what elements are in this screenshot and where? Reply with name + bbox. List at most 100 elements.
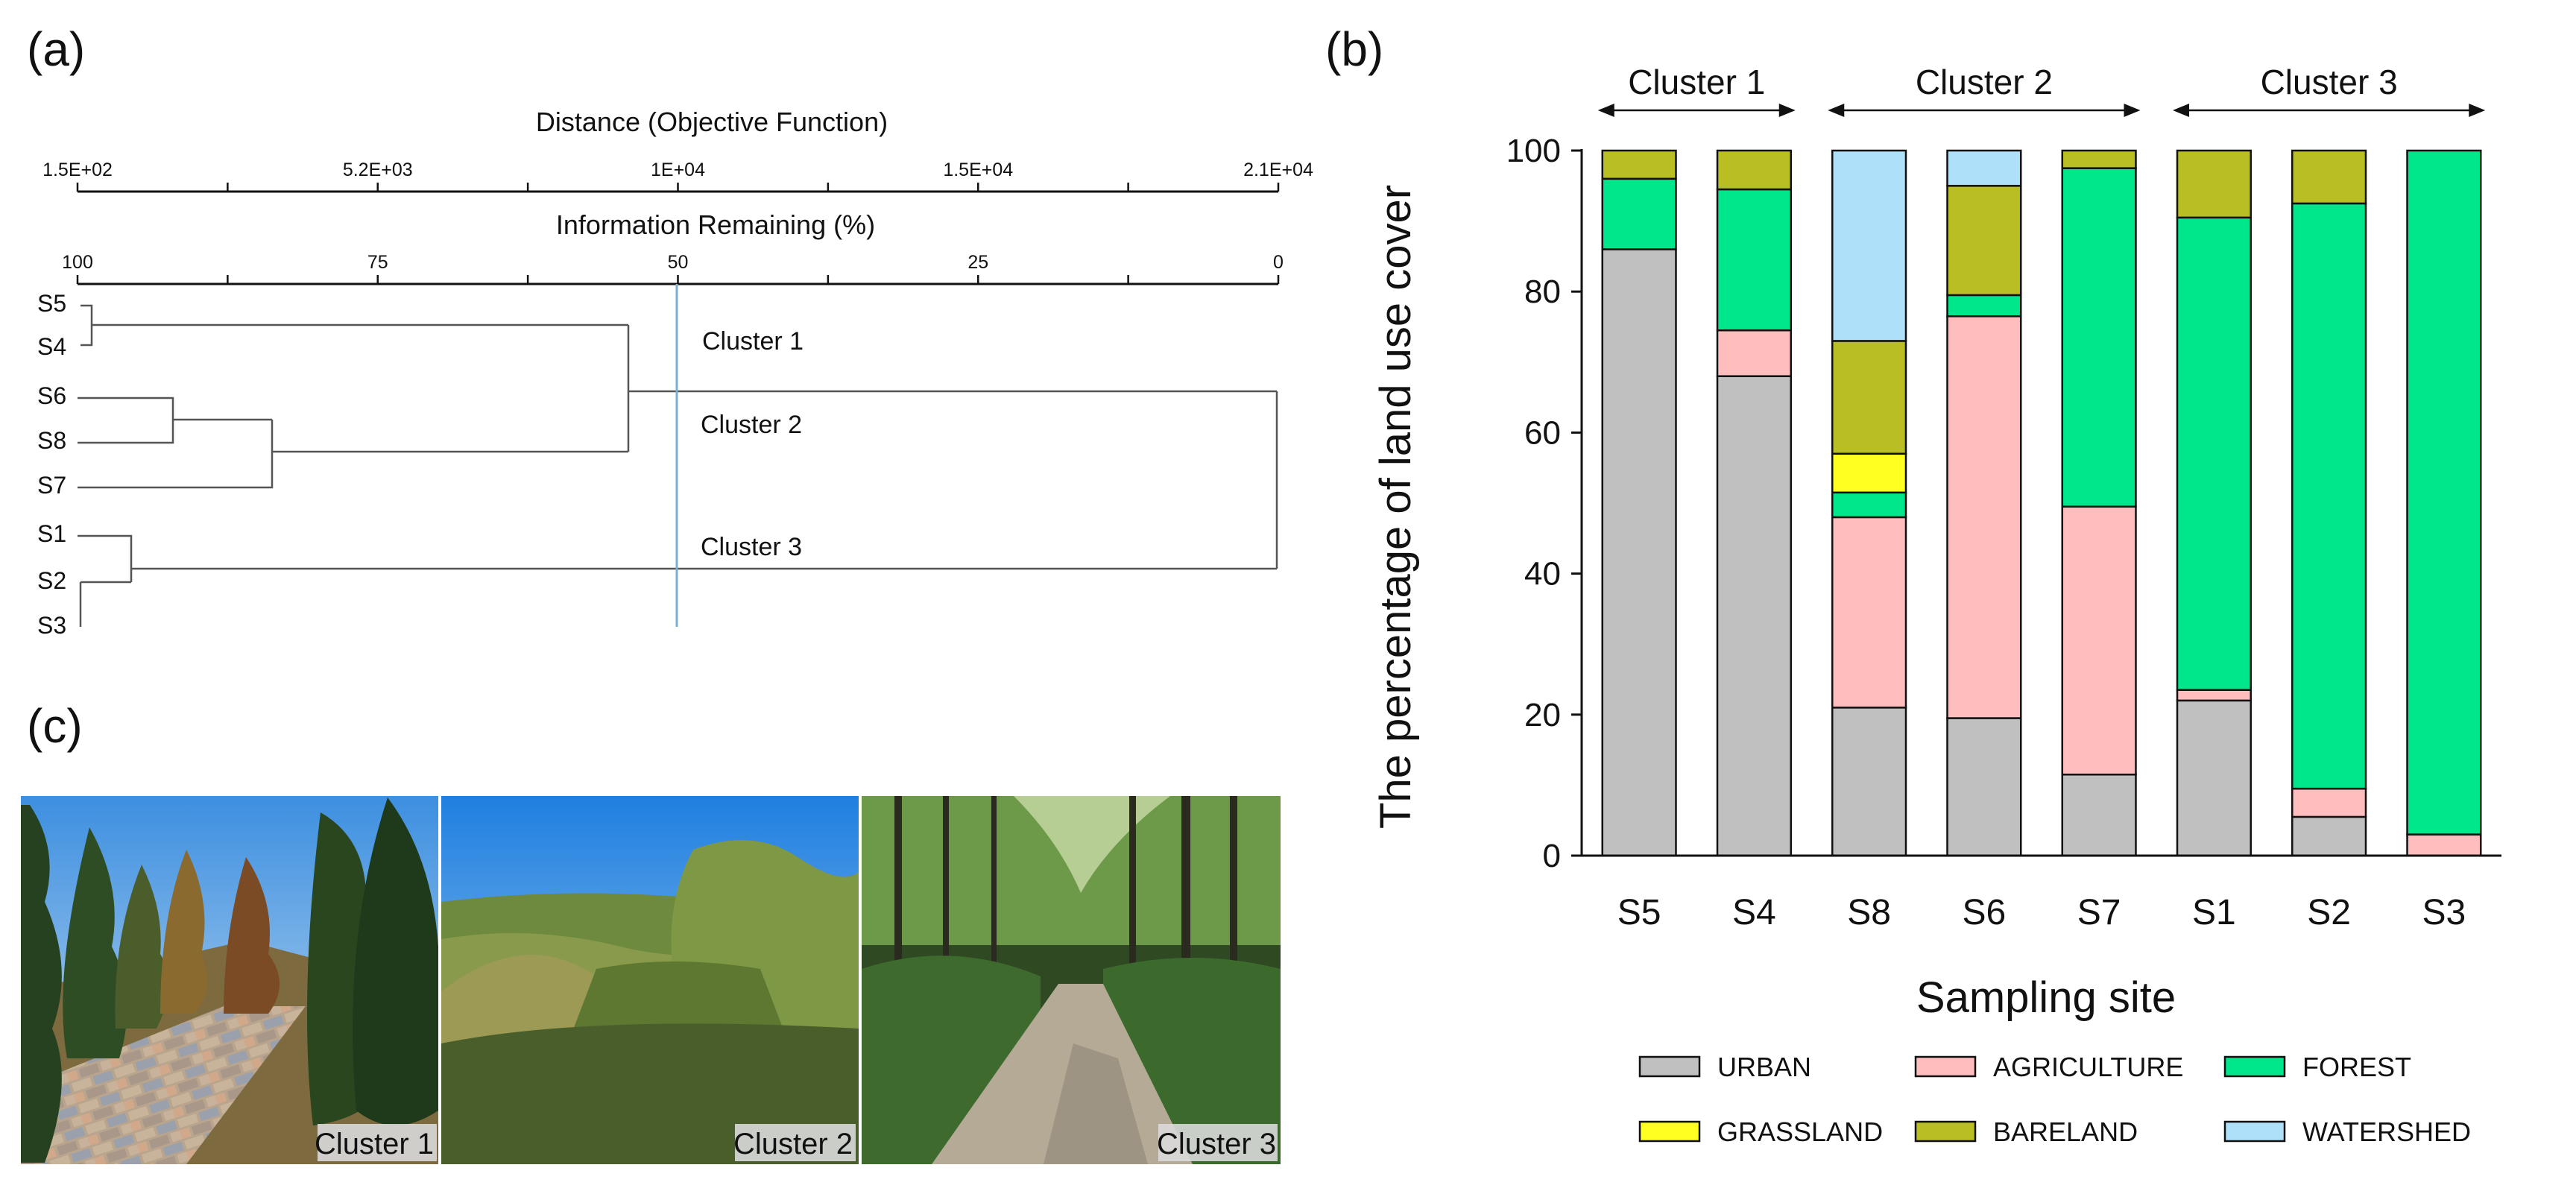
information-tick-label: 50 [668,252,689,273]
information-tick-label: 25 [967,252,988,273]
panel-label-c: (c) [27,699,83,753]
bar-s4-forest [1716,188,1792,332]
photo-cluster-2: Cluster 2 [441,796,859,1164]
bar-s5-forest [1601,177,1677,250]
bar-s1-agriculture [2176,689,2252,702]
legend-item-watershed: WATERSHED [2223,1117,2471,1147]
dendrogram-leaf-labels: S5 S4 S6 S8 S7 S1 S2 S3 [37,290,66,639]
cluster-group-arrows: Cluster 1 Cluster 2 Cluster 3 [1597,63,2486,117]
bar-stack-s5 [1601,149,1677,857]
bar-s7-agriculture [2061,505,2137,776]
y-tick-label: 100 [1506,133,1561,169]
leaf-label-s2: S2 [37,567,66,594]
panel-label-b: (b) [1325,22,1383,76]
x-tick-label-s2: S2 [2307,893,2351,932]
leaf-label-s4: S4 [37,333,66,360]
leaf-label-s3: S3 [37,612,66,639]
dendrogram-tree [78,304,1278,627]
panel-label-a: (a) [27,22,85,76]
photo-cluster-3-caption: Cluster 3 [1157,1128,1276,1160]
distance-tick-label: 1E+04 [651,160,705,180]
cluster-arrow-3: Cluster 3 [2173,63,2486,117]
dendrogram-cluster-3-label: Cluster 3 [701,533,802,561]
bar-s7-bareland [2061,149,2137,169]
y-tick-label: 20 [1524,697,1561,733]
y-tick-label: 60 [1524,414,1561,451]
legend-label: URBAN [1717,1052,1811,1082]
cluster-arrow-2: Cluster 2 [1828,63,2141,117]
legend: URBAN AGRICULTURE FOREST GRASSLAND BARELAND W… [1638,1052,2471,1147]
distance-tick-label: 1.5E+04 [943,160,1013,180]
bar-s2-bareland [2291,149,2367,205]
x-tick-label-s8: S8 [1847,893,1891,932]
legend-label: FOREST [2302,1052,2411,1082]
bar-s8-urban [1831,707,1907,857]
x-axis-label: Sampling site [1916,973,2176,1022]
bar-s7-forest [2061,167,2137,508]
bar-s4-urban [1716,375,1792,857]
legend-swatch [1914,1055,1977,1078]
information-tick-label: 0 [1273,252,1284,273]
leaf-label-s1: S1 [37,520,66,547]
bar-stack-s8 [1831,149,1907,857]
dendrogram-information-axis: 100 75 50 25 0 [62,252,1284,285]
x-tick-label-s3: S3 [2422,893,2466,932]
y-tick-label: 80 [1524,274,1561,310]
bar-s8-watershed [1831,149,1907,342]
x-tick-label-s5: S5 [1617,893,1661,932]
photo-cluster-3: Cluster 3 [862,796,1281,1164]
bar-s6-agriculture [1946,315,2022,719]
bar-s3-forest [2406,149,2482,836]
bar-stack-s7 [2061,149,2137,857]
site-photos: Cluster 1 Cluster 2 [21,796,1281,1164]
bar-s8-grassland [1831,452,1907,494]
bar-chart-axes: 0 20 40 60 80 100 S5 S4 S8 S6 S7 S1 S2 S3 [1506,133,2501,932]
x-tick-label-s7: S7 [2077,893,2121,932]
bar-s2-agriculture [2291,787,2367,818]
legend-swatch [1638,1055,1701,1078]
land-use-stacked-bar-chart: Cluster 1 Cluster 2 Cluster 3 0 20 40 60 80 100… [1371,63,2501,1147]
dendrogram-cluster-2-label: Cluster 2 [701,411,802,439]
bar-s1-urban [2176,699,2252,857]
bar-stack-s1 [2176,149,2252,857]
bar-s8-forest [1831,491,1907,519]
bar-s2-urban [2291,815,2367,857]
legend-swatch [1914,1120,1977,1143]
bar-s4-agriculture [1716,329,1792,377]
bar-s8-agriculture [1831,516,1907,709]
dendrogram-link-cluster1-cluster2 [627,325,1277,452]
bar-s6-watershed [1946,149,2022,187]
bar-stack-s3 [2406,149,2482,857]
legend-item-agriculture: AGRICULTURE [1914,1052,2183,1082]
legend-item-grassland: GRASSLAND [1638,1117,1883,1147]
bar-s5-urban [1601,248,1677,857]
leaf-label-s5: S5 [37,290,66,317]
photo-cluster-2-caption: Cluster 2 [733,1128,853,1160]
information-tick-label: 75 [367,252,388,273]
y-tick-label: 40 [1524,556,1561,593]
legend-label: AGRICULTURE [1993,1052,2183,1082]
distance-tick-label: 2.1E+04 [1243,160,1313,180]
information-tick-label: 100 [62,252,93,273]
legend-item-forest: FOREST [2223,1052,2411,1082]
bar-s8-bareland [1831,340,1907,455]
cluster-arrow-label-3: Cluster 3 [2261,63,2398,101]
dendrogram-information-axis-title: Information Remaining (%) [556,209,875,240]
leaf-label-s8: S8 [37,427,66,454]
dendrogram-cluster-1-label: Cluster 1 [702,327,804,356]
bar-stack-s2 [2291,149,2367,857]
dendrogram-distance-axis: 1.5E+02 5.2E+03 1E+04 1.5E+04 2.1E+04 [42,160,1313,193]
y-tick-label: 0 [1543,838,1561,874]
dendrogram-link-s1-s2-s3 [78,534,1277,627]
y-axis-label: The percentage of land use cover [1371,185,1420,829]
legend-item-bareland: BARELAND [1914,1117,2138,1147]
photo-cluster-1: Cluster 1 [21,796,438,1164]
distance-tick-label: 1.5E+02 [42,160,113,180]
dendrogram-link-s6-s8 [78,397,272,444]
cluster-arrow-label-1: Cluster 1 [1628,63,1765,101]
bar-s6-forest [1946,294,2022,318]
cluster-arrow-label-2: Cluster 2 [1916,63,2053,101]
bar-s6-bareland [1946,185,2022,297]
x-tick-label-s4: S4 [1732,893,1776,932]
